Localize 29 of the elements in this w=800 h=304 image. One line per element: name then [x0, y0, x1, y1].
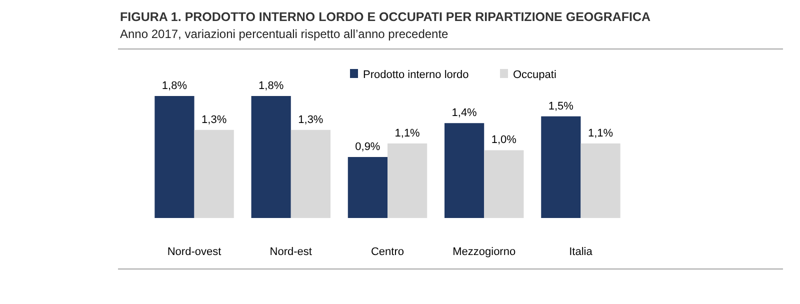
bar — [484, 150, 524, 218]
data-label: 1,8% — [162, 80, 188, 92]
data-label: 0,9% — [355, 141, 380, 153]
data-label: 1,3% — [202, 114, 227, 126]
data-label: 1,3% — [298, 114, 324, 126]
data-label: 1,0% — [491, 134, 517, 146]
chart-title: FIGURA 1. PRODOTTO INTERNO LORDO E OCCUPATI PER RIPARTIZIONE GEOGRAFICA — [120, 10, 651, 24]
bar — [194, 130, 234, 218]
x-tick-label: Nord-est — [270, 246, 312, 258]
bar — [348, 157, 388, 218]
bar — [580, 143, 620, 218]
bar — [444, 123, 484, 218]
bar — [541, 116, 581, 218]
x-tick-label: Centro — [370, 246, 404, 258]
data-label: 1,5% — [548, 100, 574, 112]
bar — [290, 130, 330, 218]
chart-subtitle: Anno 2017, variazioni percentuali rispetto all’anno precedente — [120, 27, 449, 41]
legend-label: Occupati — [513, 69, 556, 81]
x-tick-label: Mezzogiorno — [452, 246, 516, 258]
data-label: 1,8% — [258, 80, 284, 92]
data-label: 1,4% — [452, 107, 478, 120]
bar — [154, 96, 194, 218]
data-label: 1,1% — [588, 127, 614, 140]
bar — [251, 96, 291, 218]
data-label: 1,1% — [394, 127, 420, 140]
bar — [388, 143, 428, 218]
legend-label: Prodotto interno lordo — [363, 69, 469, 81]
x-tick-label: Italia — [569, 246, 594, 258]
x-tick-label: Nord-ovest — [167, 246, 222, 258]
